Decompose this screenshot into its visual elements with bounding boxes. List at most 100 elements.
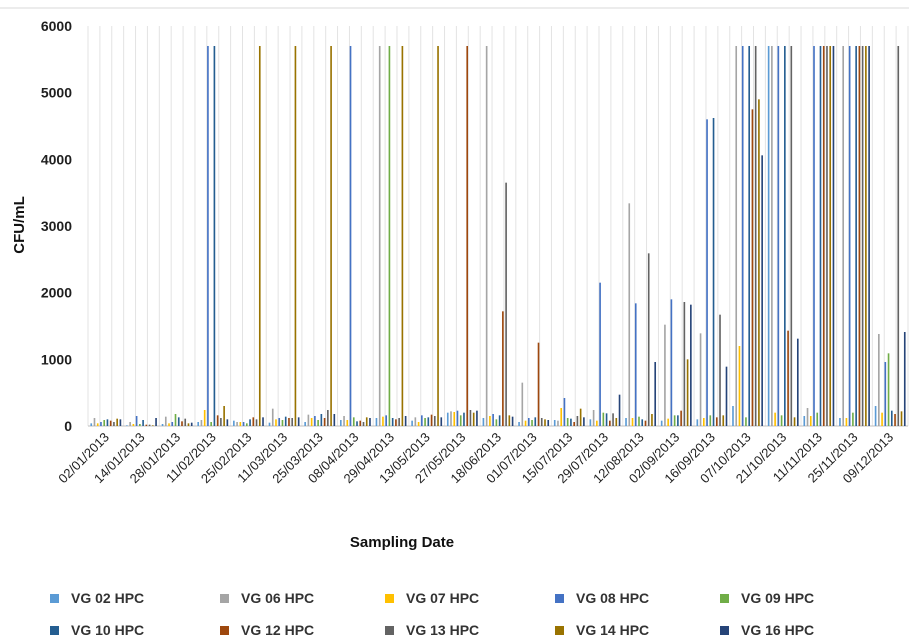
bar bbox=[511, 416, 514, 426]
bar bbox=[761, 155, 763, 427]
bar bbox=[482, 418, 485, 426]
bar bbox=[706, 119, 708, 426]
bar bbox=[450, 411, 452, 426]
bar bbox=[226, 419, 229, 426]
bar bbox=[352, 417, 355, 426]
bar bbox=[638, 416, 640, 426]
bar bbox=[809, 416, 812, 426]
bar bbox=[294, 46, 297, 426]
bar bbox=[787, 330, 789, 426]
bar bbox=[106, 419, 109, 426]
bar bbox=[184, 418, 187, 426]
bar bbox=[852, 412, 854, 426]
bar bbox=[181, 421, 183, 426]
bar bbox=[865, 46, 867, 426]
bar bbox=[476, 410, 478, 426]
bar bbox=[848, 46, 851, 426]
bar bbox=[327, 410, 329, 426]
bar bbox=[252, 417, 255, 426]
legend-item: VG 16 HPC bbox=[720, 622, 814, 638]
bar bbox=[839, 418, 841, 426]
legend-swatch bbox=[720, 625, 729, 635]
bar bbox=[414, 417, 417, 426]
bar bbox=[145, 424, 148, 426]
bar bbox=[894, 414, 896, 426]
bar bbox=[291, 418, 294, 426]
bar bbox=[664, 324, 666, 426]
bar bbox=[469, 410, 472, 426]
bar bbox=[634, 303, 637, 426]
bar bbox=[573, 422, 575, 426]
bar bbox=[822, 46, 825, 426]
bar bbox=[255, 419, 258, 426]
y-tick-label: 0 bbox=[64, 418, 72, 434]
bar bbox=[242, 422, 245, 426]
legend-item: VG 14 HPC bbox=[555, 622, 649, 638]
bar bbox=[758, 99, 760, 426]
bar bbox=[216, 415, 219, 426]
legend-swatch bbox=[385, 625, 394, 635]
bar bbox=[903, 332, 906, 426]
bar bbox=[625, 418, 627, 426]
legend-label: VG 09 HPC bbox=[741, 590, 815, 606]
bar bbox=[339, 420, 342, 426]
bar bbox=[732, 406, 734, 426]
bar bbox=[278, 418, 281, 426]
legend-swatch bbox=[555, 593, 564, 603]
bar bbox=[388, 46, 391, 426]
legend-label: VG 08 HPC bbox=[576, 590, 650, 606]
bar bbox=[521, 382, 524, 426]
bar bbox=[563, 398, 566, 426]
legend-item: VG 07 HPC bbox=[385, 590, 479, 606]
bar bbox=[644, 420, 647, 426]
legend-label: VG 14 HPC bbox=[576, 622, 650, 638]
bar bbox=[113, 422, 115, 426]
bar bbox=[505, 182, 507, 426]
y-tick-label: 1000 bbox=[41, 351, 72, 367]
bar bbox=[654, 362, 657, 426]
bar bbox=[683, 302, 686, 426]
bar bbox=[806, 408, 809, 426]
bar bbox=[498, 415, 501, 426]
bar bbox=[155, 418, 157, 426]
bar bbox=[404, 416, 407, 426]
bar bbox=[236, 422, 238, 426]
bar bbox=[398, 418, 400, 426]
legend-item: VG 12 HPC bbox=[220, 622, 314, 638]
bar bbox=[508, 415, 511, 426]
bar bbox=[427, 417, 430, 426]
bar bbox=[281, 420, 284, 426]
bar bbox=[751, 109, 754, 426]
bar bbox=[495, 419, 498, 426]
bar bbox=[829, 46, 832, 426]
bar bbox=[168, 423, 170, 426]
bar bbox=[446, 412, 449, 426]
bar bbox=[203, 410, 206, 426]
legend-label: VG 07 HPC bbox=[406, 590, 480, 606]
bar bbox=[346, 420, 349, 426]
bar bbox=[712, 118, 715, 426]
bar bbox=[796, 338, 799, 426]
legend-swatch bbox=[220, 593, 229, 603]
bar bbox=[320, 414, 323, 426]
bar bbox=[819, 46, 822, 426]
legend-label: VG 10 HPC bbox=[71, 622, 145, 638]
bar bbox=[207, 46, 209, 426]
bar bbox=[424, 418, 426, 426]
bar bbox=[531, 420, 533, 426]
bar bbox=[268, 422, 271, 426]
bar bbox=[813, 46, 815, 426]
legend-label: VG 02 HPC bbox=[71, 590, 145, 606]
bar bbox=[855, 46, 857, 426]
y-tick-label: 3000 bbox=[41, 218, 72, 234]
y-tick-label: 4000 bbox=[41, 151, 72, 167]
bar bbox=[686, 359, 689, 426]
bar bbox=[365, 417, 368, 426]
bar bbox=[612, 413, 614, 426]
bar bbox=[900, 411, 903, 426]
legend-swatch bbox=[50, 593, 59, 603]
bar bbox=[793, 417, 796, 426]
bar bbox=[673, 415, 676, 426]
bar bbox=[421, 415, 423, 426]
bar bbox=[518, 422, 520, 426]
